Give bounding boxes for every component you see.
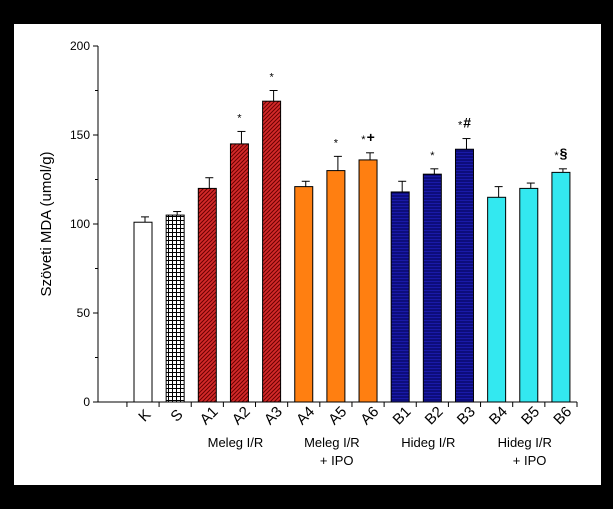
group-label-2: + IPO: [320, 453, 354, 468]
x-label-b3: B3: [454, 403, 479, 428]
bar-a6: [358, 159, 378, 403]
bar-b1: [390, 191, 410, 403]
x-label-a1: A1: [197, 403, 222, 428]
y-axis-title: Szöveti MDA (umol/g): [38, 151, 55, 296]
group-label-1: Meleg I/R: [208, 435, 264, 450]
x-label-a3: A3: [261, 403, 286, 428]
significance-marker: *#: [458, 115, 471, 132]
x-label-b5: B5: [518, 403, 543, 428]
x-label-a5: A5: [325, 403, 350, 428]
group-label-2: Meleg I/R: [304, 435, 360, 450]
y-tick-label: 200: [70, 39, 90, 53]
x-label-b2: B2: [422, 403, 447, 428]
y-tick-label: 0: [83, 395, 90, 409]
x-label-a2: A2: [229, 403, 254, 428]
group-label-3: Hideg I/R: [401, 435, 455, 450]
bar-b6: [551, 171, 571, 403]
bar-k: [133, 221, 153, 403]
significance-marker: *+: [361, 129, 374, 146]
x-label-b4: B4: [486, 403, 511, 428]
y-tick-label: 50: [77, 306, 91, 320]
bar-b3: [454, 148, 474, 403]
x-label-b1: B1: [390, 403, 415, 428]
x-label-a4: A4: [293, 403, 318, 428]
bar-b4: [487, 196, 507, 403]
significance-marker: *: [430, 150, 435, 162]
significance-marker: *: [237, 112, 242, 124]
x-label-k: K: [135, 406, 154, 425]
bar-b2: [422, 173, 442, 403]
y-tick-label: 100: [70, 217, 90, 231]
significance-marker: *§: [554, 145, 567, 162]
x-label-b6: B6: [550, 403, 575, 428]
y-tick-label: 150: [70, 128, 90, 142]
x-label-a6: A6: [357, 403, 382, 428]
x-label-s: S: [167, 406, 186, 425]
bar-a4: [294, 186, 314, 403]
significance-marker: *: [269, 72, 274, 84]
bar-a5: [326, 170, 346, 403]
bar-a2: [229, 143, 249, 403]
group-label-4: Hideg I/R: [498, 435, 552, 450]
significance-marker: *: [334, 137, 339, 149]
bar-b5: [519, 187, 539, 403]
bar-a1: [197, 187, 217, 403]
group-label-4: + IPO: [513, 453, 547, 468]
bar-s: [165, 214, 185, 403]
bar-a3: [262, 100, 282, 403]
